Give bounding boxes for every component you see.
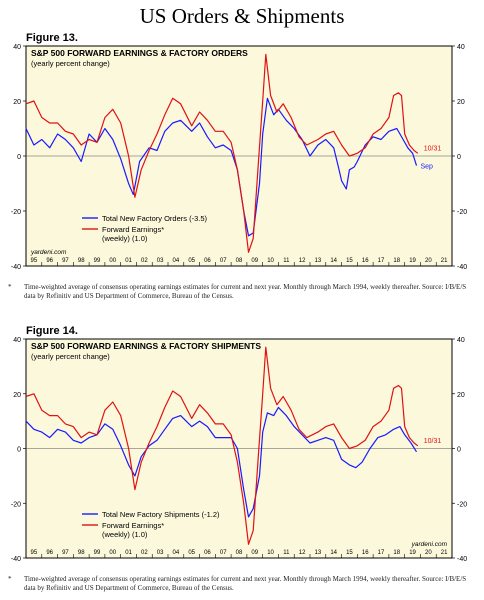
y-tick-label: -20 — [11, 209, 21, 216]
source-label: yardeni.com — [30, 249, 67, 256]
x-tick-label: 98 — [78, 258, 85, 264]
legend-label: (weekly) (1.0) — [102, 234, 148, 243]
x-tick-label: 13 — [315, 258, 322, 264]
x-tick-label: 03 — [157, 258, 164, 264]
y-tick-label: -40 — [457, 556, 467, 563]
x-tick-label: 97 — [62, 258, 69, 264]
end-label-forward-earnings: 10/31 — [424, 145, 442, 152]
y-tick-label: 40 — [13, 337, 21, 344]
y-tick-label: 40 — [13, 44, 21, 51]
y-tick-label: 40 — [457, 337, 465, 344]
x-tick-label: 16 — [362, 258, 369, 264]
x-tick-label: 95 — [31, 258, 38, 264]
x-tick-label: 99 — [94, 550, 101, 556]
y-tick-label: 20 — [457, 392, 465, 399]
y-tick-label: 40 — [457, 44, 465, 51]
x-tick-label: 14 — [330, 258, 337, 264]
legend-label: (weekly) (1.0) — [102, 530, 148, 539]
x-tick-label: 01 — [125, 258, 132, 264]
x-tick-label: 99 — [94, 258, 101, 264]
x-tick-label: 09 — [251, 258, 258, 264]
x-tick-label: 09 — [251, 550, 258, 556]
chart-subtitle: (yearly percent change) — [31, 59, 110, 68]
end-label-factory-orders: Sep — [421, 164, 434, 171]
x-tick-label: 12 — [299, 258, 306, 264]
x-tick-label: 07 — [220, 258, 227, 264]
y-tick-label: 20 — [457, 99, 465, 106]
x-tick-label: 15 — [346, 258, 353, 264]
source-label: yardeni.com — [411, 541, 448, 548]
legend-label: Total New Factory Orders (-3.5) — [102, 214, 208, 223]
y-tick-label: -20 — [457, 209, 467, 216]
y-tick-label: 0 — [17, 447, 21, 454]
x-tick-label: 11 — [283, 550, 290, 556]
x-tick-label: 10 — [267, 258, 274, 264]
y-tick-label: -40 — [11, 264, 21, 271]
chart-title: S&P 500 FORWARD EARNINGS & FACTORY SHIPM… — [31, 341, 261, 351]
y-tick-label: -40 — [11, 556, 21, 563]
y-tick-label: 20 — [13, 392, 21, 399]
x-tick-label: 11 — [283, 258, 290, 264]
x-tick-label: 17 — [378, 258, 385, 264]
x-tick-label: 15 — [346, 550, 353, 556]
y-tick-label: -40 — [457, 264, 467, 271]
x-tick-label: 10 — [267, 550, 274, 556]
x-tick-label: 08 — [236, 550, 243, 556]
x-tick-label: 18 — [393, 258, 400, 264]
x-tick-label: 96 — [46, 258, 53, 264]
x-tick-label: 95 — [31, 550, 38, 556]
x-tick-label: 21 — [441, 550, 448, 556]
x-tick-label: 03 — [157, 550, 164, 556]
x-tick-label: 08 — [236, 258, 243, 264]
x-tick-label: 04 — [173, 258, 180, 264]
x-tick-label: 18 — [393, 550, 400, 556]
y-tick-label: 0 — [457, 447, 461, 454]
legend-label: Forward Earnings* — [102, 521, 164, 530]
x-tick-label: 20 — [425, 258, 432, 264]
x-tick-label: 19 — [409, 258, 416, 264]
x-tick-label: 06 — [204, 550, 211, 556]
x-tick-label: 21 — [441, 258, 448, 264]
y-tick-label: 0 — [17, 154, 21, 161]
x-tick-label: 02 — [141, 258, 148, 264]
x-tick-label: 96 — [46, 550, 53, 556]
x-tick-label: 04 — [173, 550, 180, 556]
series-line — [25, 346, 419, 545]
x-tick-label: 06 — [204, 258, 211, 264]
chart-title: S&P 500 FORWARD EARNINGS & FACTORY ORDER… — [31, 48, 248, 58]
x-tick-label: 14 — [330, 550, 337, 556]
x-tick-label: 07 — [220, 550, 227, 556]
figure-label: Figure 13. — [26, 32, 78, 44]
x-tick-label: 05 — [188, 258, 195, 264]
x-tick-label: 00 — [109, 550, 116, 556]
x-tick-label: 16 — [362, 550, 369, 556]
series-line — [25, 53, 419, 253]
end-label-forward-earnings: 10/31 — [424, 438, 442, 445]
figure-label: Figure 14. — [26, 325, 78, 337]
x-tick-label: 98 — [78, 550, 85, 556]
series-line — [25, 97, 418, 237]
x-tick-label: 12 — [299, 550, 306, 556]
x-tick-label: 00 — [109, 258, 116, 264]
chart-subtitle: (yearly percent change) — [31, 352, 110, 361]
x-tick-label: 97 — [62, 550, 69, 556]
x-tick-label: 05 — [188, 550, 195, 556]
x-tick-label: 17 — [378, 550, 385, 556]
x-tick-label: 19 — [409, 550, 416, 556]
y-tick-label: -20 — [11, 501, 21, 508]
y-tick-label: -20 — [457, 501, 467, 508]
x-tick-label: 13 — [315, 550, 322, 556]
legend-label: Forward Earnings* — [102, 225, 164, 234]
y-tick-label: 20 — [13, 99, 21, 106]
x-tick-label: 20 — [425, 550, 432, 556]
footnote: * Time-weighted average of consensus oper… — [8, 283, 467, 300]
page-title: US Orders & Shipments — [139, 4, 345, 28]
footnote: * Time-weighted average of consensus oper… — [8, 575, 467, 592]
x-tick-label: 02 — [141, 550, 148, 556]
y-tick-label: 0 — [457, 154, 461, 161]
x-tick-label: 01 — [125, 550, 132, 556]
legend-label: Total New Factory Shipments (-1.2) — [102, 510, 220, 519]
